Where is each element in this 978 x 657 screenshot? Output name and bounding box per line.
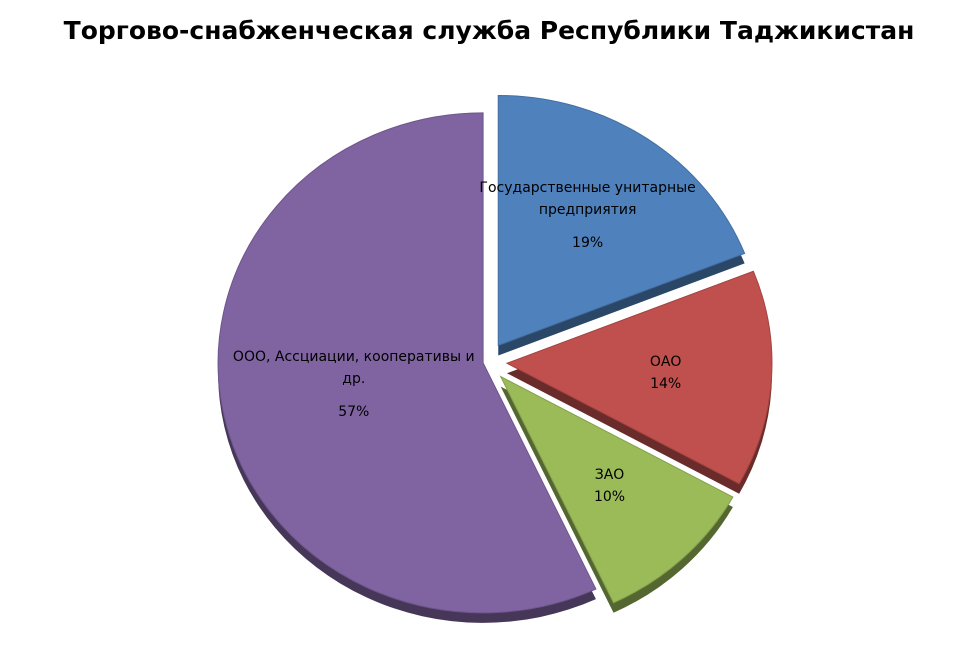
slice-label: Государственные унитарные предприятия <box>479 180 696 219</box>
slice-label: ОАО <box>649 353 682 370</box>
slice <box>497 94 746 347</box>
slice <box>505 270 773 485</box>
slice-label: ЗАО <box>594 466 625 483</box>
slice-value-label: 10% <box>593 488 626 505</box>
slice-value-label: 19% <box>572 235 604 252</box>
slice <box>499 375 734 604</box>
slice-label: ООО, Ассциации, кооперативы и др. <box>232 349 475 388</box>
slice-value-label: 14% <box>650 375 682 392</box>
slice <box>217 112 597 614</box>
slice-value-label: 57% <box>338 404 370 421</box>
chart-title: Торгово-снабженческая служба Республики … <box>63 16 915 45</box>
